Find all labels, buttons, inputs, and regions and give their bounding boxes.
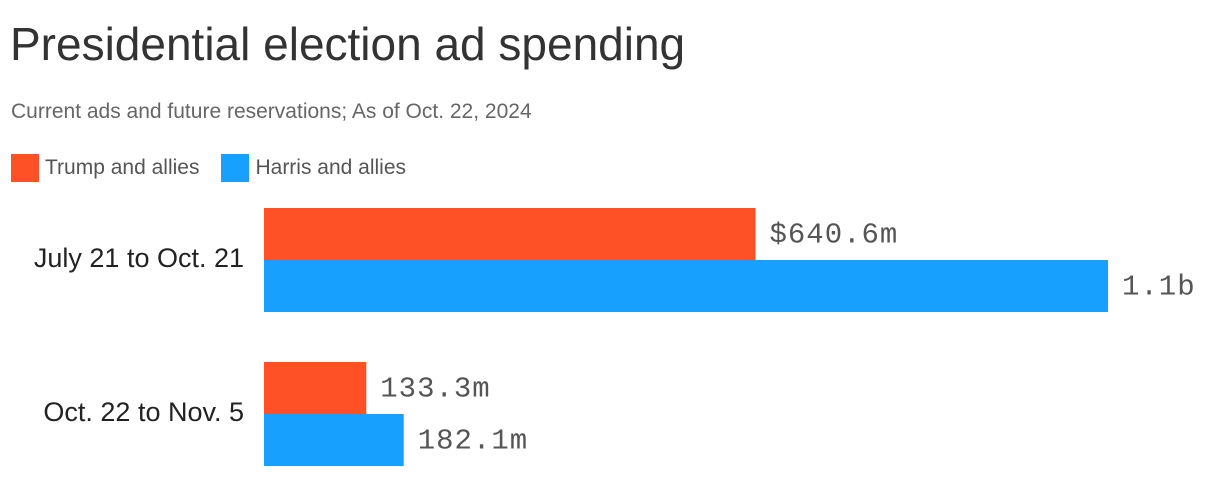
legend-item-harris: Harris and allies: [221, 154, 406, 182]
category-label-oct-22-to-nov-5: Oct. 22 to Nov. 5: [43, 397, 244, 427]
chart-title: Presidential election ad spending: [10, 18, 686, 70]
value-label-harris-2: 182.1m: [418, 425, 528, 458]
legend-label-harris: Harris and allies: [255, 156, 407, 179]
legend-swatch-trump: [11, 154, 39, 182]
legend-label-trump: Trump and allies: [45, 156, 200, 179]
legend-swatch-harris: [221, 154, 250, 182]
bar-trump-2: [264, 362, 367, 414]
value-label-trump-1: $640.6m: [770, 219, 899, 252]
bar-trump-1: [264, 208, 756, 260]
value-label-trump-2: 133.3m: [380, 373, 490, 406]
chart-legend: Trump and allies Harris and allies: [11, 153, 428, 183]
bar-harris-2: [264, 414, 404, 466]
category-label-july-21-to-oct-21: July 21 to Oct. 21: [34, 243, 244, 273]
chart-subtitle: Current ads and future reservations; As …: [11, 100, 532, 123]
legend-item-trump: Trump and allies: [11, 154, 199, 182]
value-label-harris-1: 1.1b: [1122, 271, 1196, 304]
bar-harris-1: [264, 260, 1108, 312]
